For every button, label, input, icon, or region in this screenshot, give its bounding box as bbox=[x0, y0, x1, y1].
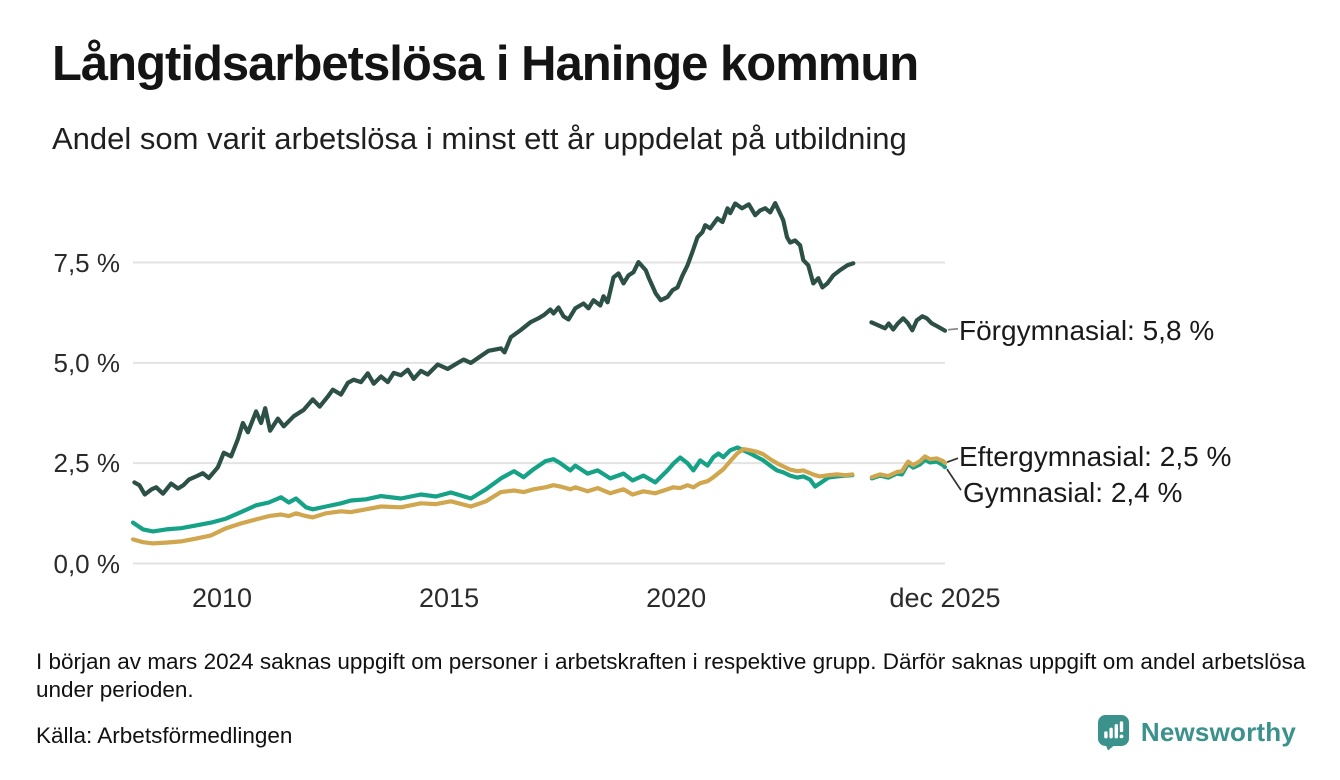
newsworthy-logo-text: Newsworthy bbox=[1140, 716, 1296, 747]
page-subtitle: Andel som varit arbetslösa i minst ett å… bbox=[52, 121, 907, 156]
line-forgymnasial bbox=[132, 201, 948, 497]
footnote-text: I början av mars 2024 saknas uppgift om … bbox=[36, 649, 1306, 702]
x-tick-label: 2010 bbox=[191, 583, 253, 613]
label-connector-eftergymnasial bbox=[946, 457, 959, 464]
line-eftergymnasial bbox=[130, 447, 948, 546]
series-label-eftergymnasial: Eftergymnasial: 2,5 % bbox=[959, 441, 1232, 473]
x-tick-label: 2020 bbox=[646, 583, 707, 613]
newsworthy-bubble-chart-icon bbox=[1097, 715, 1129, 751]
y-tick-label: 0,0 % bbox=[53, 548, 121, 579]
y-tick-label: 5,0 % bbox=[53, 347, 121, 378]
y-tick-label: 2,5 % bbox=[53, 448, 121, 479]
x-tick-label: 2015 bbox=[419, 583, 480, 613]
y-tick-label: 7,5 % bbox=[53, 247, 121, 278]
series-label-forgymnasial: Förgymnasial: 5,8 % bbox=[959, 314, 1215, 346]
label-connector-forgymnasial bbox=[947, 327, 959, 331]
label-connector-gymnasial bbox=[946, 468, 962, 491]
page-title: Långtidsarbetslösa i Haninge kommun bbox=[52, 37, 919, 91]
newsworthy-logo: Newsworthy bbox=[1096, 714, 1296, 751]
x-tick-label: dec 2025 bbox=[889, 583, 1001, 613]
series-label-gymnasial: Gymnasial: 2,4 % bbox=[963, 477, 1183, 509]
source-text: Källa: Arbetsförmedlingen bbox=[36, 723, 293, 748]
